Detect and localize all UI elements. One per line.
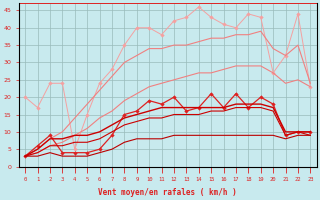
X-axis label: Vent moyen/en rafales ( km/h ): Vent moyen/en rafales ( km/h ) [98, 188, 237, 197]
